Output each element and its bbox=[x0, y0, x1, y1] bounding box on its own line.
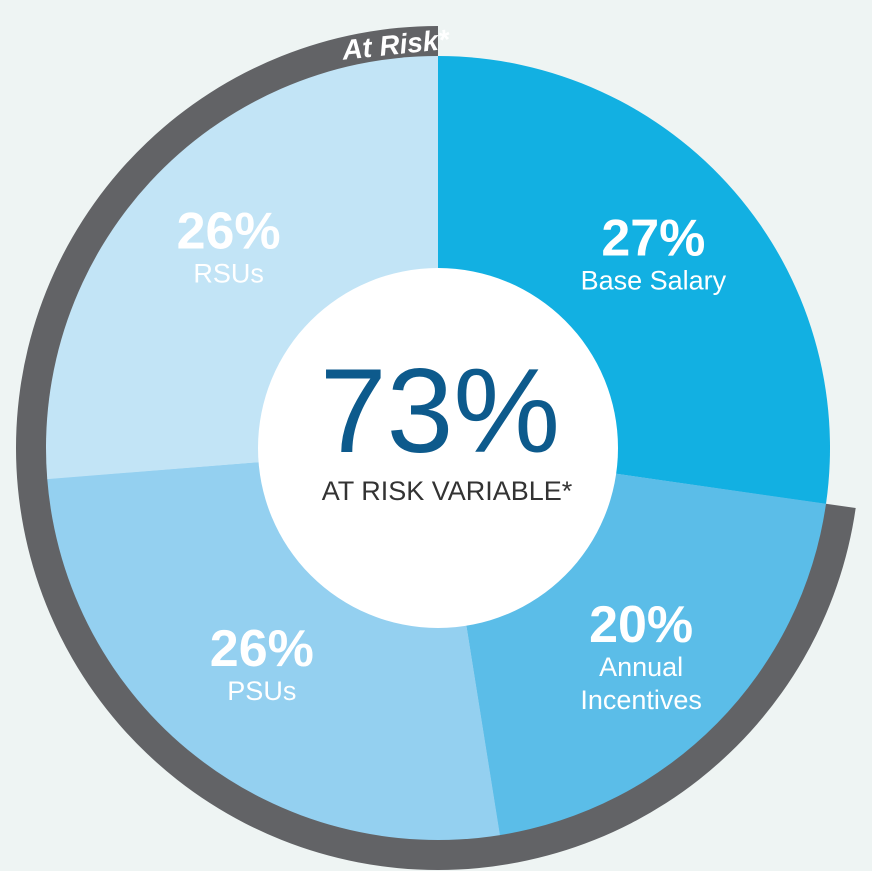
slice-percentage-psus: 26% bbox=[210, 620, 314, 678]
slice-name-psus: PSUs bbox=[227, 676, 296, 706]
center-hole bbox=[258, 268, 618, 628]
slice-name-base-salary: Base Salary bbox=[581, 265, 727, 295]
slice-name-annual-incentives-line2: Incentives bbox=[580, 685, 702, 715]
center-percentage: 73% bbox=[320, 344, 560, 478]
slice-name-annual-incentives: Annual bbox=[599, 652, 683, 682]
slice-label-psus: 26%PSUs bbox=[210, 620, 314, 706]
center-label: AT RISK VARIABLE* bbox=[322, 476, 573, 506]
slice-percentage-base-salary: 27% bbox=[601, 209, 705, 267]
slice-name-rsus: RSUs bbox=[193, 259, 264, 289]
slice-label-base-salary: 27%Base Salary bbox=[581, 209, 727, 295]
slice-percentage-rsus: 26% bbox=[177, 203, 281, 261]
slice-percentage-annual-incentives: 20% bbox=[589, 596, 693, 654]
slice-label-rsus: 26%RSUs bbox=[177, 203, 281, 289]
